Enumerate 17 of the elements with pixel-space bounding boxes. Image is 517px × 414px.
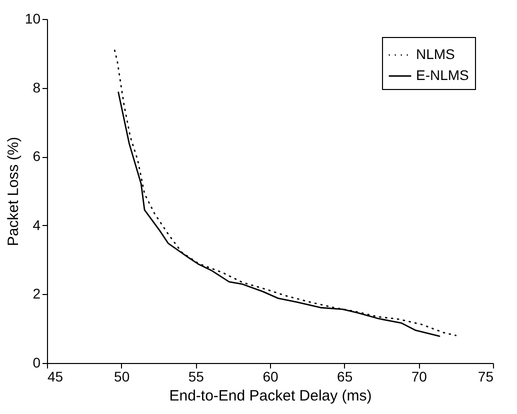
x-tick-label: 70 — [411, 368, 428, 384]
y-tick-label: 0 — [32, 354, 41, 370]
x-axis-title: End-to-End Packet Delay (ms) — [169, 388, 372, 404]
y-tick-label: 6 — [32, 148, 41, 164]
y-tick-label: 4 — [32, 216, 41, 233]
y-axis-title: Packet Loss (%) — [4, 136, 22, 246]
y-tick-label: 10 — [24, 10, 41, 26]
y-tick-label: 2 — [32, 286, 41, 302]
legend-label: E-NLMS — [416, 67, 469, 83]
x-tick-label: 45 — [48, 368, 64, 384]
y-tick-label: 8 — [32, 79, 41, 96]
x-tick-label: 55 — [188, 368, 204, 384]
x-tick-label: 60 — [262, 368, 278, 384]
x-tick-label: 65 — [337, 368, 353, 384]
x-tick-label: 75 — [478, 368, 494, 384]
legend-label: NLMS — [416, 46, 455, 62]
x-tick-label: 50 — [114, 368, 130, 384]
